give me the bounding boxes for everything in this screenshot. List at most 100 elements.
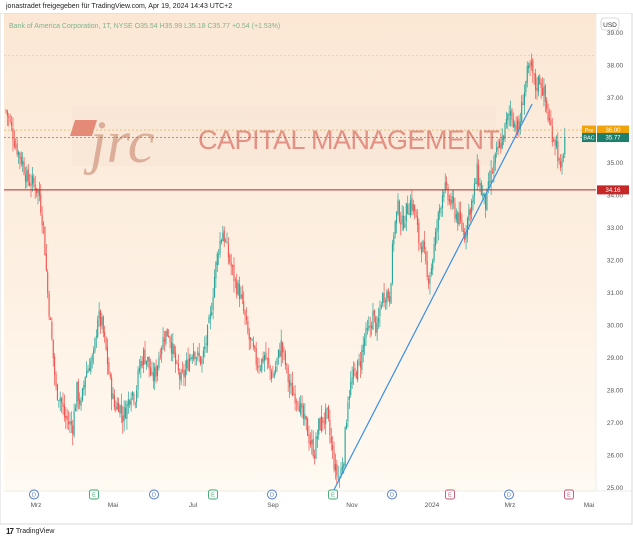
x-tick-label: Mai bbox=[108, 502, 118, 509]
pre-price-value: 36.00 bbox=[605, 128, 621, 134]
candle-body bbox=[222, 232, 224, 242]
candle-body bbox=[503, 135, 505, 141]
candle-body bbox=[416, 216, 418, 225]
trend-line[interactable] bbox=[332, 103, 533, 492]
candle-body bbox=[489, 181, 491, 183]
candle-body bbox=[357, 360, 359, 381]
candle-body bbox=[51, 321, 53, 340]
candle-body bbox=[432, 259, 434, 270]
event-marker-letter: E bbox=[567, 493, 571, 499]
candle-body bbox=[36, 188, 38, 193]
candle-body bbox=[351, 377, 353, 384]
candle-body bbox=[101, 316, 103, 326]
candle-body bbox=[11, 122, 13, 126]
candle-body bbox=[291, 382, 293, 397]
candle-body bbox=[532, 59, 534, 73]
candle-body bbox=[366, 328, 368, 330]
candle-body bbox=[516, 120, 519, 134]
candle-body bbox=[540, 83, 542, 89]
candle-body bbox=[74, 407, 77, 412]
candle-body bbox=[230, 262, 232, 267]
candle-body bbox=[12, 128, 14, 141]
candle-body bbox=[346, 423, 348, 429]
candle-body bbox=[90, 361, 92, 372]
y-tick-label: 27.00 bbox=[607, 420, 624, 427]
candle-body bbox=[375, 316, 377, 334]
candle-body bbox=[333, 450, 335, 470]
candle-body bbox=[277, 349, 279, 358]
candle-body bbox=[72, 425, 74, 434]
candle-body bbox=[177, 363, 179, 371]
candle-body bbox=[245, 316, 248, 320]
symbol-tag-box bbox=[582, 133, 596, 143]
candle-body bbox=[402, 215, 405, 229]
candle-body bbox=[175, 352, 177, 365]
candle-body bbox=[270, 371, 273, 379]
candle-body bbox=[273, 373, 275, 377]
candle-body bbox=[319, 418, 321, 430]
candle-body bbox=[40, 194, 42, 213]
candle-body bbox=[471, 200, 473, 213]
candle-body bbox=[106, 347, 109, 365]
candle-body bbox=[430, 268, 432, 275]
candle-body bbox=[325, 409, 327, 425]
candle-body bbox=[529, 63, 531, 68]
y-tick-label: 35.00 bbox=[607, 160, 624, 167]
candle-body bbox=[480, 183, 482, 196]
candle-body bbox=[282, 342, 284, 353]
candle-body bbox=[179, 372, 181, 380]
candle-body bbox=[180, 372, 182, 382]
candle-body bbox=[457, 212, 459, 225]
event-marker-letter: D bbox=[390, 493, 394, 499]
candle-body bbox=[237, 282, 239, 295]
candle-body bbox=[66, 416, 68, 420]
candle-body bbox=[323, 421, 325, 423]
candle-body bbox=[161, 348, 163, 355]
y-tick-label: 28.00 bbox=[607, 388, 624, 395]
candle-body bbox=[227, 243, 229, 258]
candle-body bbox=[16, 143, 18, 155]
candle-body bbox=[176, 362, 178, 363]
candle-body bbox=[423, 241, 425, 250]
candle-body bbox=[83, 385, 85, 390]
candle-body bbox=[539, 76, 541, 85]
candle-body bbox=[41, 214, 43, 226]
dividend-marker bbox=[149, 489, 159, 500]
candle-body bbox=[166, 328, 168, 337]
candle-body bbox=[295, 401, 298, 402]
candle-body bbox=[298, 405, 300, 412]
candle-body bbox=[485, 194, 487, 210]
currency-button[interactable]: USD bbox=[600, 17, 620, 31]
y-tick-label: 30.00 bbox=[607, 323, 624, 330]
candle-body bbox=[315, 436, 317, 459]
candle-body bbox=[84, 376, 86, 388]
candle-body bbox=[124, 407, 127, 419]
candle-body bbox=[30, 183, 32, 187]
candle-body bbox=[65, 415, 67, 419]
candle-body bbox=[440, 207, 442, 210]
x-tick-label: Mai bbox=[584, 502, 594, 509]
price-chart[interactable]: jrc CAPITAL MANAGEMENT Bank of America C… bbox=[0, 13, 633, 525]
candle-body bbox=[439, 208, 441, 213]
candle-body bbox=[248, 333, 250, 340]
y-tick-label: 34.00 bbox=[607, 193, 624, 200]
last-price-value: 35.77 bbox=[605, 136, 621, 142]
candle-body bbox=[347, 402, 349, 422]
candle-body bbox=[537, 76, 539, 92]
candle-body bbox=[262, 356, 264, 362]
candle-body bbox=[102, 316, 104, 333]
candle-body bbox=[137, 370, 139, 390]
plot-background bbox=[4, 13, 596, 491]
candle-body bbox=[268, 358, 270, 365]
candle-body bbox=[361, 350, 363, 370]
candle-body bbox=[401, 215, 403, 224]
candle-body bbox=[343, 463, 345, 468]
candle-body bbox=[204, 346, 206, 350]
candle-body bbox=[479, 182, 481, 187]
watermark-slash bbox=[70, 120, 97, 136]
candle-body bbox=[218, 253, 220, 255]
candle-body bbox=[475, 182, 477, 184]
candle-body bbox=[562, 155, 564, 158]
candle-body bbox=[376, 322, 378, 333]
